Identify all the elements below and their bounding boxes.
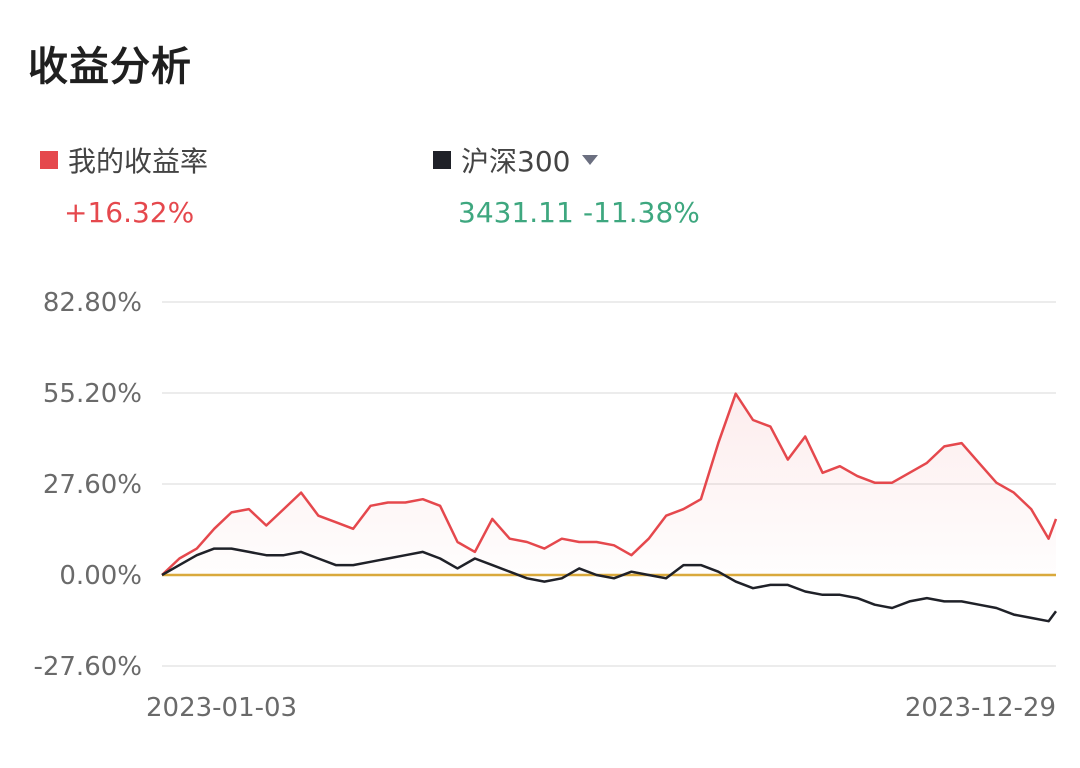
my-return-swatch bbox=[40, 151, 58, 169]
x-tick-label-end: 2023-12-29 bbox=[905, 693, 1056, 723]
page-title: 收益分析 bbox=[28, 44, 192, 90]
benchmark-swatch bbox=[433, 151, 451, 169]
legend-my-return-label: 我的收益率 bbox=[68, 145, 209, 178]
my-return-value: +16.32% bbox=[64, 196, 195, 229]
y-tick-label: 82.80% bbox=[43, 288, 142, 318]
dropdown-caret-icon[interactable] bbox=[582, 155, 599, 165]
benchmark-change-value: -11.38% bbox=[583, 196, 700, 229]
series-lines bbox=[161, 392, 1058, 623]
benchmark-selector[interactable]: 沪深300 bbox=[433, 140, 599, 180]
y-axis-labels: 82.80% 55.20% 27.60% 0.00% -27.60% bbox=[33, 288, 142, 682]
benchmark-label: 沪深300 bbox=[461, 145, 571, 178]
y-tick-label: 27.60% bbox=[43, 470, 142, 500]
y-tick-label: -27.60% bbox=[33, 652, 142, 682]
series-line-0 bbox=[161, 392, 1058, 576]
series-area-0 bbox=[162, 393, 1056, 575]
x-axis-labels: 2023-01-03 2023-12-29 bbox=[146, 693, 1056, 723]
legend-my-return: 我的收益率 bbox=[40, 140, 208, 180]
series-line-1 bbox=[161, 547, 1058, 623]
y-tick-label: 0.00% bbox=[59, 561, 142, 591]
y-tick-label: 55.20% bbox=[43, 379, 142, 409]
area-layer bbox=[162, 393, 1056, 575]
benchmark-close-value: 3431.11 bbox=[458, 196, 574, 229]
x-tick-label-start: 2023-01-03 bbox=[146, 693, 297, 723]
